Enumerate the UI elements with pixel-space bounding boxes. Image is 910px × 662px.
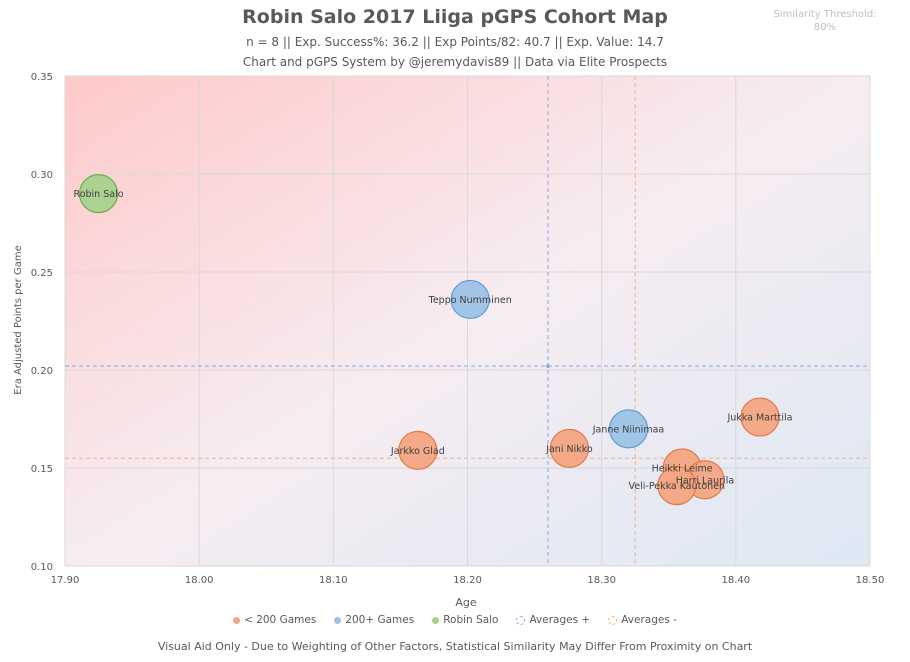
legend-swatch bbox=[432, 616, 440, 624]
x-tick-label: 18.50 bbox=[856, 575, 885, 586]
y-axis-label: Era Adjusted Points per Game bbox=[13, 245, 24, 394]
data-point-bubble bbox=[657, 466, 697, 506]
data-point-label: Jarkko Glad bbox=[390, 446, 445, 457]
legend-label: 200+ Games bbox=[345, 614, 415, 626]
data-point-label: Teppo Numminen bbox=[428, 295, 512, 306]
data-point-label: Janne Niinimaa bbox=[592, 424, 664, 435]
data-point-label: Robin Salo bbox=[74, 189, 124, 200]
x-tick-label: 18.20 bbox=[453, 575, 482, 586]
data-point-label: Heikki Leime bbox=[652, 464, 713, 475]
x-axis-label: Age bbox=[455, 596, 477, 609]
chart-title: Robin Salo 2017 Liiga pGPS Cohort Map bbox=[242, 6, 668, 28]
y-tick-label: 0.35 bbox=[31, 72, 53, 83]
data-point-label: Veli-Pekka Kautonen bbox=[629, 481, 726, 492]
x-tick-label: 18.30 bbox=[587, 575, 616, 586]
legend-label: Averages + bbox=[529, 614, 591, 626]
x-tick-label: 18.10 bbox=[319, 575, 348, 586]
average-plus-point bbox=[546, 364, 550, 369]
legend-item: Averages - bbox=[608, 614, 677, 626]
chart-subtitle-credits: Chart and pGPS System by @jeremydavis89 … bbox=[242, 55, 668, 69]
y-tick-label: 0.20 bbox=[31, 366, 53, 377]
data-point-bubble bbox=[78, 174, 119, 214]
legend-label: < 200 Games bbox=[244, 614, 317, 626]
data-point-label: Harri Laurila bbox=[676, 475, 734, 486]
legend-item: 200+ Games bbox=[334, 614, 414, 626]
legend-swatch bbox=[233, 616, 241, 624]
legend-item: Averages + bbox=[516, 614, 590, 626]
data-point-label: Jukka Marttila bbox=[726, 413, 792, 424]
legend-item: Robin Salo bbox=[432, 614, 498, 626]
y-tick-label: 0.25 bbox=[31, 268, 53, 279]
legend-label: Averages - bbox=[621, 614, 677, 626]
legend-item: < 200 Games bbox=[233, 614, 316, 626]
x-tick-label: 18.40 bbox=[722, 575, 751, 586]
data-point-bubble bbox=[608, 409, 649, 449]
chart-subtitle-stats: n = 8 || Exp. Success%: 36.2 || Exp Poin… bbox=[246, 35, 664, 49]
data-point-bubble bbox=[549, 428, 590, 468]
data-point-bubble bbox=[740, 397, 780, 437]
data-point-label: Jani Nikko bbox=[545, 444, 593, 455]
similarity-threshold-value: 80% bbox=[813, 22, 837, 33]
data-point-bubble bbox=[398, 430, 438, 470]
footnote: Visual Aid Only - Due to Weighting of Ot… bbox=[157, 640, 753, 653]
x-tick-label: 17.90 bbox=[51, 575, 80, 586]
y-tick-label: 0.15 bbox=[31, 464, 53, 475]
legend-swatch bbox=[608, 615, 618, 625]
legend-label: Robin Salo bbox=[443, 614, 499, 626]
data-point-bubble bbox=[450, 279, 490, 320]
legend-swatch bbox=[516, 615, 526, 625]
y-tick-label: 0.10 bbox=[31, 562, 53, 573]
legend-swatch bbox=[334, 616, 342, 624]
x-tick-label: 18.00 bbox=[185, 575, 214, 586]
y-tick-label: 0.30 bbox=[31, 170, 53, 181]
similarity-threshold: Similarity Threshold: 80% bbox=[770, 8, 880, 34]
legend: < 200 Games 200+ Games Robin Salo Averages … bbox=[0, 614, 910, 626]
similarity-threshold-label: Similarity Threshold: bbox=[773, 9, 877, 20]
